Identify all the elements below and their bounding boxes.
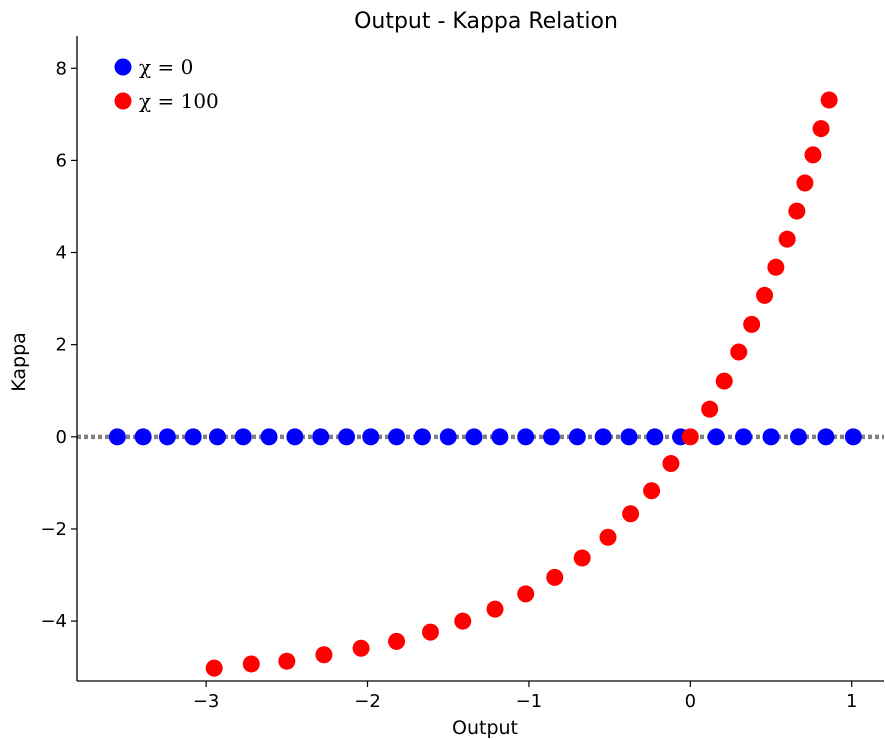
y-tick-label: −2 bbox=[40, 519, 67, 540]
x-tick-label: 0 bbox=[685, 691, 696, 712]
data-point bbox=[278, 652, 296, 670]
x-ticks: −3 −2 −1 0 1 bbox=[193, 681, 857, 712]
legend-marker bbox=[114, 92, 132, 110]
data-point bbox=[158, 428, 176, 446]
x-axis-label: Output bbox=[452, 717, 518, 739]
data-point bbox=[234, 428, 252, 446]
y-axis-label: Kappa bbox=[8, 332, 30, 392]
data-point bbox=[622, 505, 640, 523]
x-tick-label: −2 bbox=[354, 691, 381, 712]
data-point bbox=[756, 286, 774, 304]
data-point bbox=[413, 428, 431, 446]
data-point bbox=[388, 428, 406, 446]
y-tick-label: 4 bbox=[56, 243, 67, 264]
series-1 bbox=[205, 91, 838, 677]
y-tick-label: 8 bbox=[56, 58, 67, 79]
data-point bbox=[646, 428, 664, 446]
x-tick-label: −3 bbox=[193, 691, 220, 712]
x-tick-label: 1 bbox=[846, 691, 857, 712]
data-point bbox=[315, 646, 333, 664]
data-point bbox=[108, 428, 126, 446]
data-point bbox=[184, 428, 202, 446]
legend-label: χ = 0 bbox=[139, 55, 193, 79]
x-tick-label: −1 bbox=[516, 691, 543, 712]
data-point bbox=[707, 428, 725, 446]
data-point bbox=[491, 428, 509, 446]
data-point bbox=[762, 428, 780, 446]
legend-marker bbox=[114, 58, 132, 76]
data-point bbox=[205, 659, 223, 677]
data-point bbox=[362, 428, 380, 446]
data-point bbox=[260, 428, 278, 446]
data-point bbox=[242, 655, 260, 673]
y-tick-label: 2 bbox=[56, 335, 67, 356]
data-point bbox=[388, 632, 406, 650]
data-point bbox=[486, 600, 504, 618]
data-point bbox=[788, 202, 806, 220]
data-point bbox=[439, 428, 457, 446]
data-point bbox=[465, 428, 483, 446]
data-point bbox=[715, 372, 733, 390]
data-point bbox=[681, 428, 699, 446]
data-point bbox=[817, 428, 835, 446]
y-ticks: −4 −2 0 2 4 6 8 bbox=[40, 58, 77, 632]
data-point bbox=[767, 258, 785, 276]
data-point bbox=[517, 585, 535, 603]
legend-label: χ = 100 bbox=[139, 89, 219, 113]
data-point bbox=[796, 174, 814, 192]
data-point bbox=[662, 455, 680, 473]
data-point bbox=[730, 343, 748, 361]
legend: χ = 0 χ = 100 bbox=[114, 55, 219, 113]
data-point bbox=[643, 482, 661, 500]
data-point bbox=[568, 428, 586, 446]
data-point bbox=[844, 428, 862, 446]
data-point bbox=[620, 428, 638, 446]
data-point bbox=[804, 146, 822, 164]
y-tick-label: 0 bbox=[56, 427, 67, 448]
data-point bbox=[599, 528, 617, 546]
data-point bbox=[735, 428, 753, 446]
plot-area bbox=[77, 91, 884, 677]
data-point bbox=[546, 568, 564, 586]
data-point bbox=[573, 549, 591, 567]
data-point bbox=[789, 428, 807, 446]
data-point bbox=[312, 428, 330, 446]
data-point bbox=[454, 612, 472, 630]
y-tick-label: −4 bbox=[40, 611, 67, 632]
data-point bbox=[421, 623, 439, 641]
data-point bbox=[701, 400, 719, 418]
data-point bbox=[286, 428, 304, 446]
chart-title: Output - Kappa Relation bbox=[354, 9, 618, 34]
data-point bbox=[820, 91, 838, 109]
data-point bbox=[352, 639, 370, 657]
data-point bbox=[543, 428, 561, 446]
data-point bbox=[338, 428, 356, 446]
data-point bbox=[594, 428, 612, 446]
data-point bbox=[208, 428, 226, 446]
data-point bbox=[778, 230, 796, 248]
data-point bbox=[812, 120, 830, 138]
data-point bbox=[134, 428, 152, 446]
data-point bbox=[743, 315, 761, 333]
y-tick-label: 6 bbox=[56, 150, 67, 171]
data-point bbox=[517, 428, 535, 446]
